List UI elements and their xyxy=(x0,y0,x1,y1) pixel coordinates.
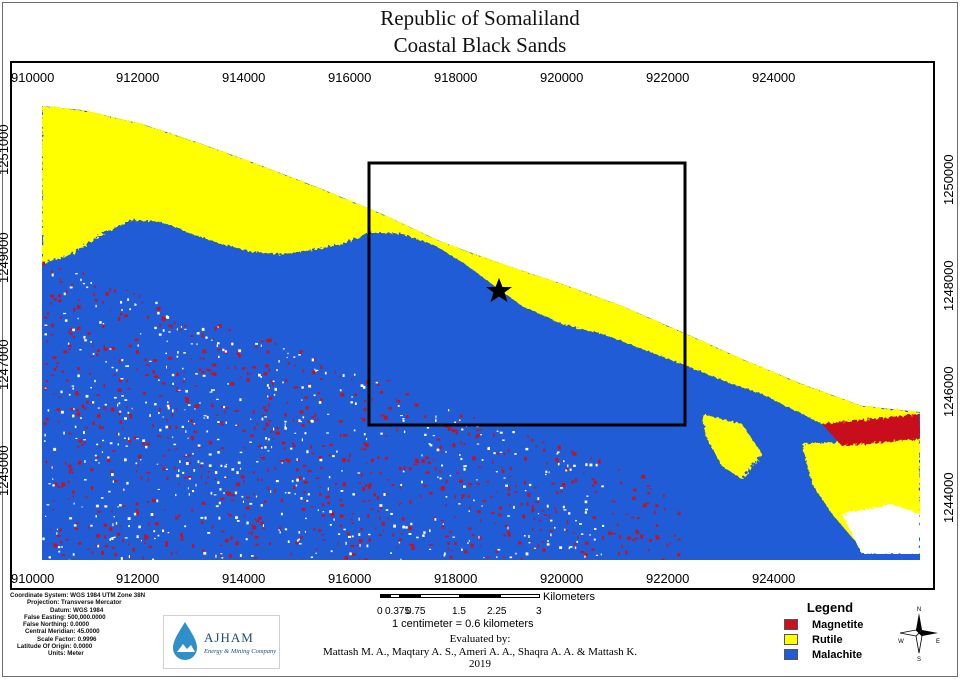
east-label: E xyxy=(936,639,940,645)
projection-metadata: Coordinate System: WGS 1984 UTM Zone 38N… xyxy=(10,592,145,658)
legend-item-malachite: Malachite xyxy=(780,647,880,662)
x-tick-label: 924000 xyxy=(752,571,796,586)
scale-label-3: 3 xyxy=(536,606,542,617)
map-title: Republic of Somaliland xyxy=(380,6,580,30)
metadata-row: Coordinate System: WGS 1984 UTM Zone 38N xyxy=(10,592,146,599)
logo-name: AJHAM xyxy=(204,630,254,645)
x-tick-label: 912000 xyxy=(116,571,160,586)
x-tick-label: 914000 xyxy=(222,571,266,586)
west-label: W xyxy=(898,639,904,645)
x-tick-label: 918000 xyxy=(434,571,478,586)
magnetite-coastal-band xyxy=(822,414,920,446)
legend-label-rutile: Rutile xyxy=(812,633,843,646)
legend-title: Legend xyxy=(806,600,854,615)
metadata-row: Datum: WGS 1984 xyxy=(50,606,104,614)
credits-heading: Evaluated by: xyxy=(449,633,511,645)
rutile-coastal-strip xyxy=(42,106,920,464)
rutile-patch-east xyxy=(702,414,762,479)
y-tick-label-right: 1248000 xyxy=(941,260,956,311)
x-tick-label: 920000 xyxy=(540,571,584,586)
credits-year: 2019 xyxy=(469,658,491,670)
rutile-swatch xyxy=(784,634,798,645)
mineral-map xyxy=(42,94,920,560)
company-logo: AJHAM Energy & Mining Company xyxy=(163,615,280,669)
y-tick-label-left: 1249000 xyxy=(0,232,11,283)
north-label: N xyxy=(917,607,921,613)
droplet-logo-icon xyxy=(173,622,197,660)
white-patch-southeast xyxy=(842,504,920,554)
north-arrow-icon: N S E W xyxy=(898,607,940,663)
sea-area xyxy=(42,94,920,412)
x-tick-label: 924000 xyxy=(752,70,796,85)
metadata-row: False Easting: 500,000.0000 xyxy=(24,613,106,621)
metadata-row: Latitude Of Origin: 0.0000 xyxy=(17,643,93,651)
y-tick-label-right: 1244000 xyxy=(941,472,956,523)
scale-label-0: 0 xyxy=(377,606,383,617)
x-tick-label: 914000 xyxy=(222,70,266,85)
south-label: S xyxy=(917,657,921,663)
white-speckles xyxy=(42,273,605,560)
study-area-box xyxy=(367,161,687,427)
legend-label-magnetite: Magnetite xyxy=(812,618,864,631)
scale-equivalence: 1 centimeter = 0.6 kilometers xyxy=(392,618,534,630)
x-tick-label: 916000 xyxy=(328,571,372,586)
legend-label-malachite: Malachite xyxy=(812,648,863,661)
scale-label-075: 0.75 xyxy=(406,606,426,617)
scale-label-15: 1.5 xyxy=(452,606,466,617)
x-tick-label: 918000 xyxy=(434,70,478,85)
scale-label-0375: 0.375 xyxy=(385,606,411,617)
y-tick-label-left: 1245000 xyxy=(0,445,11,496)
map-subtitle: Coastal Black Sands xyxy=(393,33,567,57)
legend-item-rutile: Rutile xyxy=(780,632,880,647)
x-tick-label: 916000 xyxy=(328,70,372,85)
x-tick-label: 920000 xyxy=(540,70,584,85)
scale-unit: Kilometers xyxy=(543,591,595,603)
credits: Evaluated by: Mattash M. A., Maqtary A. … xyxy=(290,633,670,671)
metadata-row: False Northing: 0.0000 xyxy=(23,621,90,629)
x-tick-label: 912000 xyxy=(116,70,160,85)
x-tick-label: 922000 xyxy=(646,70,690,85)
y-tick-label-left: 1251000 xyxy=(0,124,11,175)
magnetite-swatch xyxy=(784,619,798,630)
metadata-row: Central Meridian: 45.0000 xyxy=(25,628,100,636)
credits-authors: Mattash M. A., Maqtary A. S., Ameri A. A… xyxy=(322,645,638,658)
logo-subtitle: Energy & Mining Company xyxy=(204,648,277,655)
metadata-row: Units: Meter xyxy=(48,650,84,658)
y-tick-label-right: 1246000 xyxy=(941,366,956,417)
x-tick-label: 910000 xyxy=(11,571,55,586)
y-tick-label-right: 1250000 xyxy=(941,154,956,205)
y-tick-label-left: 1247000 xyxy=(0,339,11,390)
x-tick-label: 922000 xyxy=(646,571,690,586)
scale-label-225: 2.25 xyxy=(487,606,507,617)
metadata-row: Scale Factor: 0.9996 xyxy=(37,635,97,643)
location-star-marker xyxy=(486,278,512,302)
legend: Legend Magnetite Rutile Malachite xyxy=(780,600,880,662)
metadata-row: Projection: Transverse Mercator xyxy=(27,599,122,607)
malachite-swatch xyxy=(784,649,798,660)
x-tick-label: 910000 xyxy=(11,70,55,85)
legend-item-magnetite: Magnetite xyxy=(780,617,880,632)
